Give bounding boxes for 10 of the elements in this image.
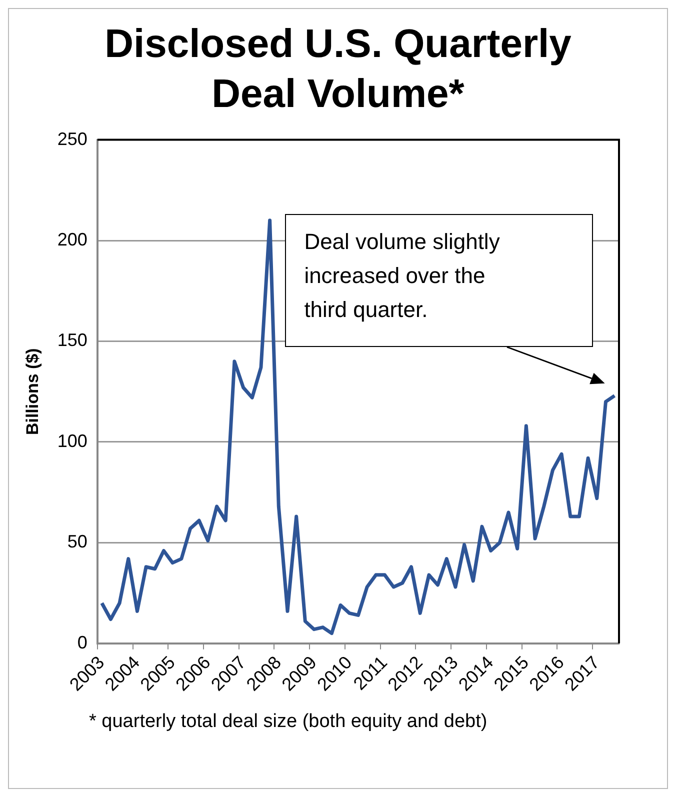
y-tick-label: 100 xyxy=(57,430,88,451)
callout-box: Deal volume slightly increased over the third quarter. xyxy=(285,214,593,348)
text: * quarterly total deal size (both equity and debt) xyxy=(89,711,488,733)
y-tick-label: 250 xyxy=(57,128,88,149)
y-tick-label: 50 xyxy=(67,532,88,552)
chart-title: Disclosed U.S. Quarterly Deal Volume* xyxy=(104,21,572,118)
y-tick-label: 0 xyxy=(77,632,88,652)
y-tick-label: 150 xyxy=(57,330,88,350)
y-tick-label: 200 xyxy=(57,229,88,250)
y-axis-title: Billions ($) xyxy=(22,348,42,436)
